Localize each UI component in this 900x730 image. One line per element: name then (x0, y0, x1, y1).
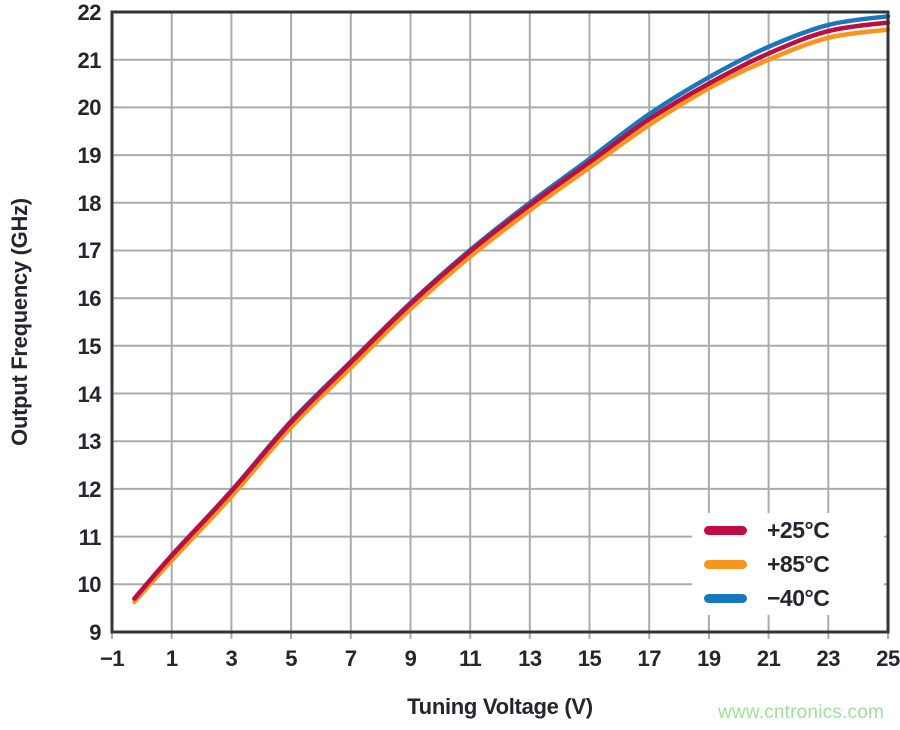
y-tick-label: 15 (77, 333, 102, 359)
y-tick-label: 20 (77, 95, 102, 121)
x-tick-label: 25 (876, 646, 900, 671)
legend-swatch (704, 525, 747, 535)
x-axis-title: Tuning Voltage (V) (407, 694, 593, 719)
y-tick-label: 11 (78, 524, 102, 550)
x-tick-label: 15 (577, 646, 602, 671)
x-tick-label: 3 (225, 646, 238, 671)
y-tick-label: 10 (77, 572, 102, 598)
legend-item: +25°C (692, 514, 884, 547)
series-line-+25°C (132, 20, 891, 601)
y-tick-label: 9 (89, 620, 101, 645)
y-tick-label: 19 (77, 143, 102, 169)
y-tick-label: 12 (77, 476, 102, 502)
legend: +25°C +85°C −40°C (692, 513, 884, 615)
x-tick-label: 5 (285, 646, 297, 671)
series-line-+85°C (132, 27, 891, 605)
x-tick-label: 1 (165, 646, 178, 671)
y-tick-label: 17 (77, 238, 102, 264)
y-tick-label: 18 (77, 190, 102, 216)
y-tick-label: 22 (77, 0, 102, 25)
legend-swatch (704, 559, 747, 569)
legend-item: −40°C (692, 582, 884, 615)
y-tick-label: 16 (77, 286, 102, 312)
y-axis-title: Output Frequency (GHz) (7, 198, 32, 446)
x-tick-label: 23 (816, 646, 841, 671)
legend-item: +85°C (692, 548, 884, 581)
x-tick-label: 11 (459, 646, 482, 671)
legend-label: +85°C (767, 550, 830, 577)
x-tick-label: 19 (697, 646, 721, 671)
series-line-−40°C (132, 14, 891, 601)
x-tick-label: −1 (99, 646, 125, 671)
y-tick-label: 21 (77, 47, 102, 73)
x-tick-label: 7 (344, 646, 357, 671)
legend-swatch (704, 593, 747, 603)
legend-label: +25°C (767, 516, 830, 543)
watermark: www.cntronics.com (718, 702, 884, 723)
plot-border (110, 10, 890, 634)
x-tick-label: 21 (756, 646, 781, 671)
x-tick-label: 9 (404, 646, 417, 671)
legend-label: −40°C (767, 584, 830, 611)
x-tick-label: 13 (518, 646, 542, 671)
x-tick-label: 17 (637, 646, 661, 671)
y-tick-label: 14 (77, 381, 102, 407)
y-tick-label: 13 (77, 429, 102, 455)
